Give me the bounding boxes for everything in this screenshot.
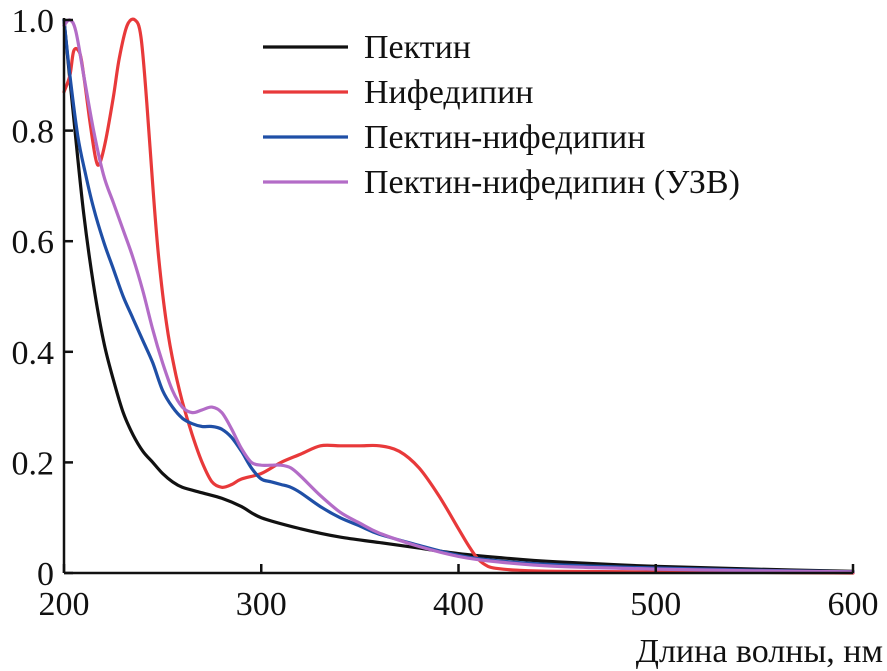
x-tick-label: 200 — [39, 586, 90, 623]
y-tick-label: 0.2 — [12, 445, 55, 482]
y-tick-label: 0.6 — [12, 224, 55, 261]
x-axis-label: Длина волны, нм — [636, 633, 883, 670]
legend: Пектин Нифедипин Пектин-нифедипин Пектин-ни… — [263, 29, 740, 201]
x-tick-label: 400 — [433, 586, 484, 623]
legend-label: Пектин-нифедипин — [364, 119, 645, 156]
y-tick-label: 0.8 — [12, 114, 55, 151]
x-tick-label: 600 — [828, 586, 879, 623]
legend-label: Пектин — [364, 29, 471, 66]
x-tick-label: 300 — [236, 586, 287, 623]
legend-label: Нифедипин — [364, 74, 534, 111]
y-tick-label: 0.4 — [12, 335, 55, 372]
y-tick-label: 1.0 — [12, 3, 55, 40]
x-tick-label: 500 — [630, 586, 681, 623]
legend-label: Пектин-нифедипин (УЗВ) — [364, 164, 740, 201]
